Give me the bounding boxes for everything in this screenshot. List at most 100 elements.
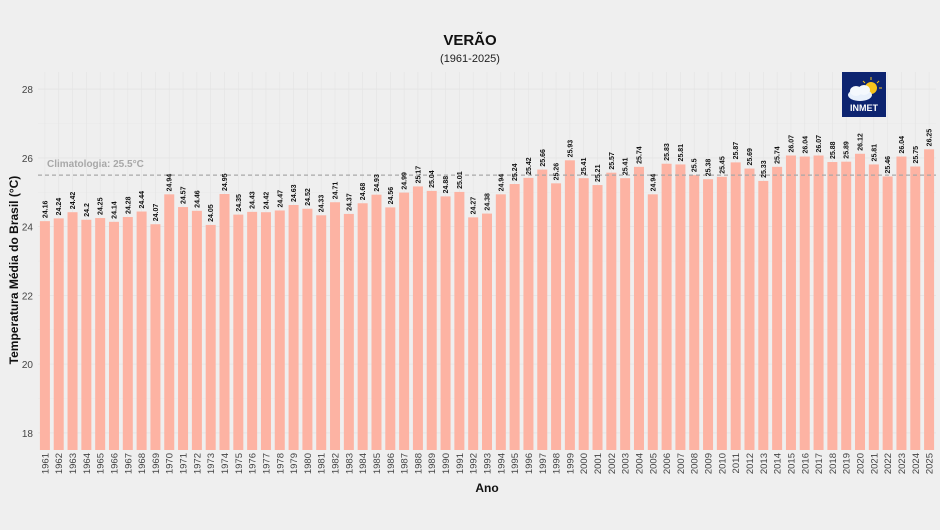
data-label: 25.24: [512, 163, 519, 181]
y-tick-label: 22: [22, 291, 34, 302]
data-label: 26.07: [816, 135, 823, 153]
x-tick-label: 2009: [704, 453, 715, 474]
x-tick-label: 1970: [165, 453, 176, 474]
y-tick-label: 24: [22, 223, 34, 234]
x-tick-label: 1965: [96, 453, 107, 474]
x-tick-label: 1980: [303, 453, 314, 474]
x-tick-label: 2022: [883, 453, 894, 474]
bar: [882, 176, 893, 450]
x-tick-label: 1972: [192, 453, 203, 474]
x-tick-label: 2018: [828, 453, 839, 474]
x-tick-label: 2004: [634, 453, 645, 474]
x-tick-label: 1991: [455, 453, 466, 474]
data-label: 24.42: [263, 192, 270, 210]
bar: [924, 149, 935, 450]
data-label: 24.24: [56, 198, 63, 216]
bar: [592, 185, 603, 450]
x-axis-title: Ano: [475, 481, 498, 495]
x-tick-label: 1968: [137, 453, 148, 474]
data-label: 25.45: [719, 156, 726, 174]
data-label: 25.66: [540, 149, 547, 167]
bar: [39, 221, 50, 450]
data-label: 24.16: [42, 201, 49, 219]
data-label: 25.41: [581, 158, 588, 176]
bar: [426, 190, 437, 450]
x-tick-label: 2002: [607, 453, 618, 474]
data-label: 24.05: [208, 204, 215, 222]
x-tick-label: 2014: [773, 453, 784, 474]
bar: [454, 191, 465, 451]
data-label: 24.94: [498, 174, 505, 192]
data-label: 24.63: [291, 184, 298, 202]
data-label: 26.04: [899, 136, 906, 154]
bar: [841, 161, 852, 450]
y-tick-label: 20: [22, 360, 34, 371]
bar: [799, 156, 810, 450]
data-label: 24.2: [84, 203, 91, 217]
x-tick-label: 2020: [856, 453, 867, 474]
x-tick-label: 2001: [593, 453, 604, 474]
data-label: 25.01: [457, 171, 464, 189]
bar: [191, 210, 202, 450]
data-label: 25.26: [554, 163, 561, 181]
bar: [675, 164, 686, 451]
bar: [785, 155, 796, 450]
data-label: 25.81: [871, 144, 878, 162]
x-tick-label: 1996: [524, 453, 535, 474]
bar: [896, 156, 907, 450]
bar: [689, 175, 700, 450]
x-tick-label: 1966: [109, 453, 120, 474]
bar: [633, 166, 644, 451]
x-tick-label: 2016: [800, 453, 811, 474]
data-label: 24.56: [388, 187, 395, 205]
data-label: 24.42: [70, 192, 77, 210]
data-label: 24.43: [250, 191, 257, 209]
bar: [537, 169, 548, 451]
x-tick-label: 2000: [579, 453, 590, 474]
data-label: 25.87: [733, 142, 740, 160]
x-tick-label: 1962: [54, 453, 65, 474]
y-tick-label: 18: [22, 429, 34, 440]
data-label: 25.74: [775, 146, 782, 164]
bar: [620, 178, 631, 450]
bar: [523, 177, 534, 450]
x-tick-label: 2021: [869, 453, 880, 474]
x-tick-label: 1969: [151, 453, 162, 474]
data-label: 24.95: [222, 173, 229, 191]
x-tick-label: 2013: [759, 453, 770, 474]
data-label: 24.38: [485, 193, 492, 211]
bar: [772, 166, 783, 451]
data-label: 25.42: [526, 157, 533, 175]
data-label: 24.68: [360, 183, 367, 201]
bar: [744, 168, 755, 450]
climatology-label: Climatologia: 25.5°C: [47, 159, 144, 170]
data-label: 24.99: [402, 172, 409, 190]
data-label: 25.89: [844, 141, 851, 159]
x-tick-label: 1974: [220, 453, 231, 474]
y-tick-label: 28: [22, 85, 34, 96]
bar: [205, 224, 216, 450]
bar: [95, 218, 106, 450]
x-tick-label: 1999: [565, 453, 576, 474]
data-label: 25.93: [567, 140, 574, 158]
bar: [440, 196, 451, 450]
data-label: 25.38: [706, 159, 713, 177]
bar: [509, 184, 520, 450]
bar: [910, 166, 921, 450]
x-tick-label: 1990: [441, 453, 452, 474]
data-label: 25.88: [830, 141, 837, 159]
data-label: 24.88: [443, 176, 450, 194]
x-tick-label: 2011: [731, 453, 742, 473]
x-tick-label: 2003: [621, 453, 632, 474]
data-label: 26.12: [858, 133, 865, 151]
bar: [412, 186, 423, 450]
bar: [122, 217, 133, 450]
y-tick-label: 26: [22, 154, 34, 165]
inmet-logo: INMET: [842, 72, 886, 117]
x-tick-label: 1986: [386, 453, 397, 474]
x-tick-label: 1997: [538, 453, 549, 474]
x-tick-label: 1989: [427, 453, 438, 474]
bar: [468, 217, 479, 450]
x-tick-label: 1976: [248, 453, 259, 474]
